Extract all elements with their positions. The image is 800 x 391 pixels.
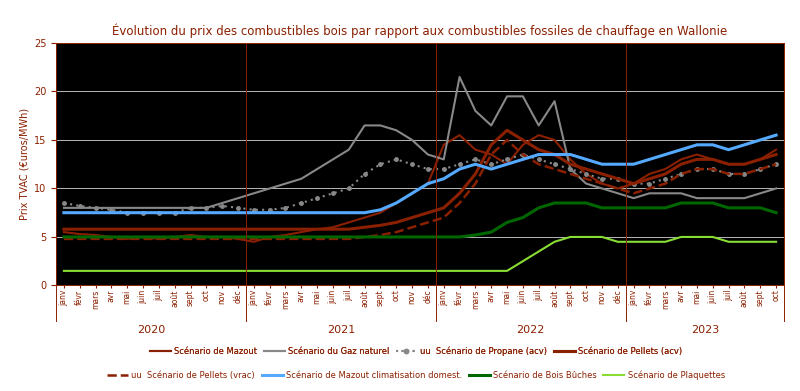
Y-axis label: Prix TVAC (€uros/MWh): Prix TVAC (€uros/MWh) — [20, 108, 30, 220]
Title: Évolution du prix des combustibles bois par rapport aux combustibles fossiles de: Évolution du prix des combustibles bois … — [112, 23, 728, 38]
Text: 2021: 2021 — [326, 325, 355, 335]
Text: 2022: 2022 — [517, 325, 545, 335]
Legend: uu  Scénario de Pellets (vrac), Scénario de Mazout climatisation domest., Scénar: uu Scénario de Pellets (vrac), Scénario … — [104, 367, 728, 383]
Text: 2020: 2020 — [137, 325, 165, 335]
Text: 2023: 2023 — [690, 325, 719, 335]
Legend: Scénario de Mazout, Scénario du Gaz naturel, uu  Scénario de Propane (acv), Scén: Scénario de Mazout, Scénario du Gaz natu… — [146, 343, 686, 359]
